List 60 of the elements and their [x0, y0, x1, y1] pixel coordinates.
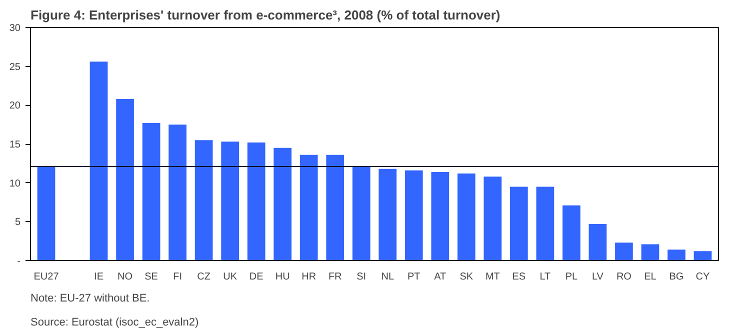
x-tick-label: LV [592, 272, 604, 282]
x-tick-label: MT [485, 272, 500, 282]
x-tick-label: UK [223, 272, 238, 282]
x-tick-label: EL [644, 272, 657, 282]
bar [694, 251, 712, 260]
x-tick-label: HU [275, 272, 290, 282]
bar [378, 168, 397, 260]
y-tick-label: 30 [9, 23, 21, 34]
bar [536, 186, 554, 260]
x-tick-label: RO [616, 272, 632, 282]
y-tick-label: 25 [9, 62, 21, 73]
bar [457, 174, 476, 260]
x-tick-label: SK [460, 272, 474, 282]
x-tick-label: AT [434, 272, 446, 282]
x-tick-label: LT [540, 272, 551, 282]
x-tick-label: SE [144, 272, 158, 282]
text: Note: EU-27 without BE. [30, 292, 150, 304]
bar [326, 154, 344, 260]
bar [352, 166, 370, 260]
x-tick-label: DE [249, 272, 264, 282]
bar [615, 242, 633, 260]
x-tick-label: PL [565, 272, 578, 282]
x-tick-label: BG [669, 272, 684, 282]
y-tick-label: - [17, 256, 21, 267]
bar [404, 170, 423, 260]
bar [562, 205, 580, 260]
x-tick-label: EU27 [34, 272, 60, 282]
y-tick-label: 5 [14, 217, 21, 228]
bar [142, 123, 160, 260]
x-tick-label: CY [696, 272, 710, 282]
bar [668, 250, 686, 260]
x-tick-label: HR [302, 272, 316, 282]
bar [641, 244, 660, 260]
source-note: Source: Eurostat (isoc_ec_evaln2) [30, 316, 199, 328]
x-tick-label: NL [381, 272, 394, 282]
bar [37, 166, 56, 260]
bar [588, 224, 607, 260]
y-tick-label: 10 [9, 178, 21, 190]
x-tick-label: FR [328, 272, 342, 282]
y-tick-label: 20 [9, 100, 21, 112]
chart-title: Figure 4: Enterprises' turnover from e-commerce³, 2008 (% of total turnover) [30, 8, 500, 22]
bar [484, 176, 502, 260]
x-tick-label: IE [94, 272, 104, 282]
x-tick-label: NO [118, 272, 133, 282]
bar [221, 142, 239, 260]
x-tick-label: CZ [197, 272, 210, 282]
x-tick-label: FI [173, 272, 182, 282]
bar [274, 148, 292, 260]
bar [300, 154, 318, 260]
y-tick-label: 15 [9, 140, 21, 150]
bar [194, 140, 213, 260]
bar [510, 186, 528, 260]
bar [431, 172, 450, 260]
x-tick-label: PT [408, 272, 420, 282]
x-tick-label: ES [512, 272, 526, 282]
x-tick-label: SI [356, 272, 366, 282]
bar [168, 124, 186, 260]
bar [116, 98, 134, 260]
bar [90, 62, 108, 260]
bar [247, 142, 266, 260]
